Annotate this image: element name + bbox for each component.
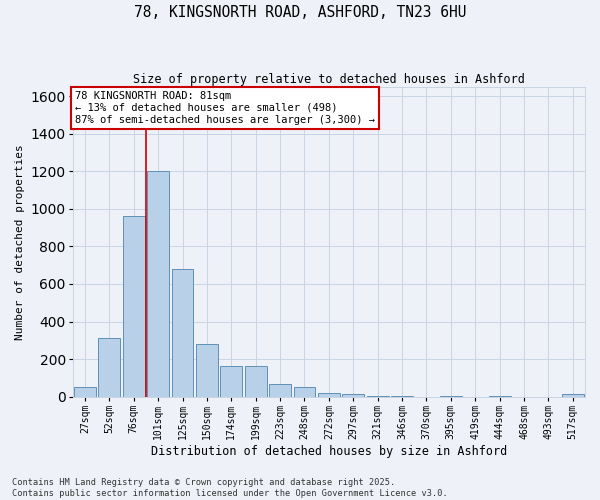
Bar [318, 393, 340, 397]
Bar [440, 396, 462, 397]
Y-axis label: Number of detached properties: Number of detached properties [15, 144, 25, 340]
Bar [98, 338, 121, 397]
Bar [391, 396, 413, 397]
Bar [123, 216, 145, 397]
Bar [269, 384, 291, 397]
Bar [293, 388, 316, 397]
Bar [367, 396, 389, 397]
Text: 78, KINGSNORTH ROAD, ASHFORD, TN23 6HU: 78, KINGSNORTH ROAD, ASHFORD, TN23 6HU [134, 5, 466, 20]
Bar [74, 388, 96, 397]
Bar [342, 394, 364, 397]
X-axis label: Distribution of detached houses by size in Ashford: Distribution of detached houses by size … [151, 444, 507, 458]
Bar [245, 366, 266, 397]
Bar [172, 269, 193, 397]
Text: Contains HM Land Registry data © Crown copyright and database right 2025.
Contai: Contains HM Land Registry data © Crown c… [12, 478, 448, 498]
Title: Size of property relative to detached houses in Ashford: Size of property relative to detached ho… [133, 72, 525, 86]
Bar [562, 394, 584, 397]
Bar [220, 366, 242, 397]
Bar [488, 396, 511, 397]
Bar [147, 171, 169, 397]
Text: 78 KINGSNORTH ROAD: 81sqm
← 13% of detached houses are smaller (498)
87% of semi: 78 KINGSNORTH ROAD: 81sqm ← 13% of detac… [76, 92, 376, 124]
Bar [196, 344, 218, 397]
